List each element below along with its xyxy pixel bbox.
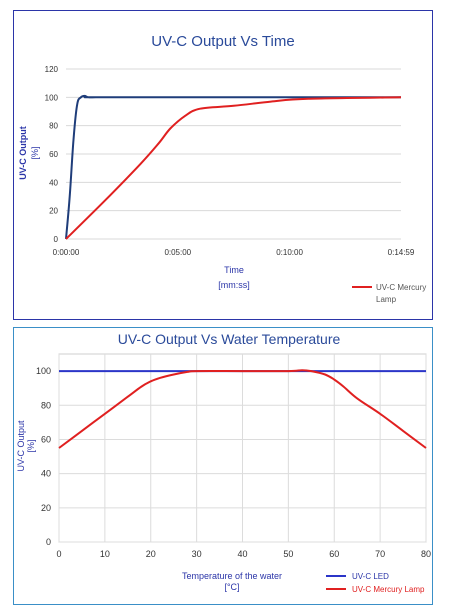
- legend-label-led: UV-C LED: [352, 572, 389, 581]
- x-tick-label: 60: [329, 549, 339, 559]
- y-tick-label: 60: [41, 434, 51, 444]
- chart-uvc-output-vs-time: UV-C Output Vs Time 0 20 40 60 80 100 120 0:00…: [18, 33, 426, 304]
- x-tick-label: 10: [100, 549, 110, 559]
- x-tick-label: 0:05:00: [164, 248, 191, 257]
- chart-panel-temperature: UV-C Output Vs Water Temperature 0 20 40 60…: [13, 327, 433, 605]
- chart-panel-time: UV-C Output Vs Time 0 20 40 60 80 100 120 0:00…: [13, 10, 433, 320]
- legend-label-mercury-cont: Lamp: [376, 295, 397, 304]
- x-tick-label: 0: [56, 549, 61, 559]
- legend-label-mercury: UV-C Mercury Lamp: [352, 585, 425, 594]
- x-tick-label: 50: [283, 549, 293, 559]
- x-axis-label: Temperature of the water: [182, 571, 282, 581]
- x-tick-label: 80: [421, 549, 431, 559]
- series-line-led: [65, 94, 401, 240]
- x-tick-label: 20: [146, 549, 156, 559]
- y-tick-label: 20: [41, 503, 51, 513]
- legend-label-mercury: UV-C Mercury: [376, 283, 426, 292]
- series-line-mercury-lamp: [65, 96, 402, 240]
- chart-title: UV-C Output Vs Water Temperature: [118, 331, 341, 347]
- chart-title: UV-C Output Vs Time: [151, 33, 294, 50]
- y-tick-label: 80: [49, 122, 58, 131]
- series-line-mercury-lamp: [58, 369, 427, 449]
- y-tick-label: 60: [49, 150, 58, 159]
- x-tick-label: 40: [237, 549, 247, 559]
- x-tick-label: 0:14:59: [388, 248, 415, 257]
- y-axis-unit: [%]: [26, 439, 36, 452]
- x-axis-unit: [mm:ss]: [218, 280, 250, 290]
- x-tick-label: 0:00:00: [53, 248, 80, 257]
- y-axis-label: UV-C Output: [18, 126, 28, 180]
- y-tick-label: 100: [45, 93, 59, 102]
- y-tick-label: 120: [45, 65, 59, 74]
- y-tick-label: 100: [36, 366, 51, 376]
- x-axis-unit: [°C]: [224, 582, 239, 592]
- y-axis-label: UV-C Output: [16, 420, 26, 472]
- y-tick-label: 20: [49, 207, 58, 216]
- y-tick-label: 40: [49, 178, 58, 187]
- x-tick-label: 70: [375, 549, 385, 559]
- x-tick-label: 0:10:00: [276, 248, 303, 257]
- x-tick-label: 30: [192, 549, 202, 559]
- x-axis-label: Time: [224, 265, 244, 275]
- y-tick-label: 40: [41, 469, 51, 479]
- y-axis-unit: [%]: [30, 146, 40, 159]
- y-tick-label: 0: [46, 537, 51, 547]
- chart-uvc-output-vs-water-temperature: UV-C Output Vs Water Temperature 0 20 40 60…: [16, 331, 431, 594]
- y-tick-label: 0: [54, 235, 59, 244]
- y-tick-label: 80: [41, 400, 51, 410]
